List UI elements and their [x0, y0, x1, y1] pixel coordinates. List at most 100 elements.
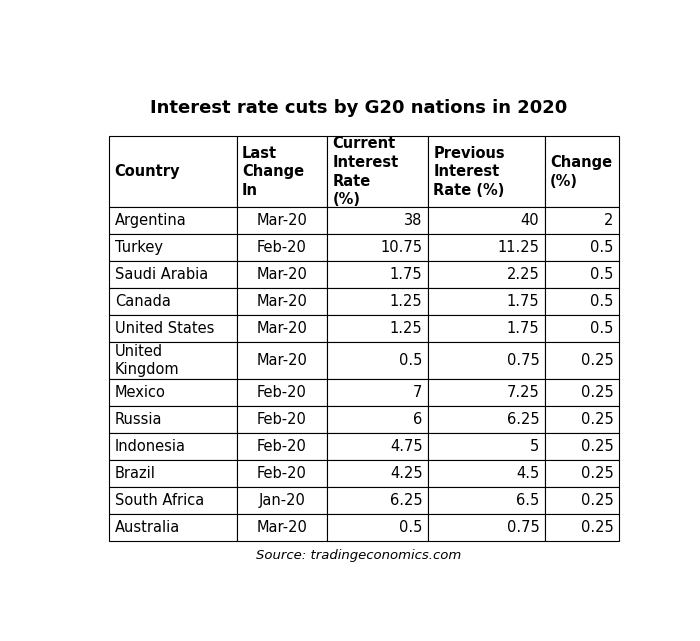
- Bar: [545, 288, 619, 315]
- Bar: [327, 379, 428, 406]
- Bar: [428, 487, 545, 514]
- Bar: [545, 315, 619, 342]
- Text: Previous
Interest
Rate (%): Previous Interest Rate (%): [433, 146, 505, 198]
- Bar: [428, 207, 545, 234]
- Text: 0.5: 0.5: [590, 240, 614, 255]
- Bar: [545, 460, 619, 487]
- Bar: [428, 262, 545, 288]
- Bar: [545, 487, 619, 514]
- Text: 7: 7: [413, 385, 423, 400]
- Bar: [327, 460, 428, 487]
- Bar: [237, 262, 327, 288]
- Text: Feb-20: Feb-20: [257, 439, 307, 454]
- Bar: [428, 342, 545, 379]
- Bar: [237, 288, 327, 315]
- Text: Feb-20: Feb-20: [257, 412, 307, 427]
- Bar: [428, 136, 545, 207]
- Bar: [109, 460, 237, 487]
- Text: Feb-20: Feb-20: [257, 385, 307, 400]
- Bar: [545, 433, 619, 460]
- Bar: [545, 207, 619, 234]
- Bar: [237, 514, 327, 541]
- Bar: [109, 514, 237, 541]
- Text: 40: 40: [521, 213, 540, 228]
- Text: Mar-20: Mar-20: [256, 267, 307, 282]
- Text: 1.25: 1.25: [390, 294, 423, 309]
- Bar: [327, 234, 428, 262]
- Bar: [545, 136, 619, 207]
- Bar: [109, 234, 237, 262]
- Bar: [327, 514, 428, 541]
- Bar: [428, 460, 545, 487]
- Bar: [327, 136, 428, 207]
- Bar: [545, 342, 619, 379]
- Bar: [109, 315, 237, 342]
- Text: 38: 38: [404, 213, 423, 228]
- Text: United
Kingdom: United Kingdom: [115, 344, 179, 378]
- Bar: [545, 379, 619, 406]
- Bar: [327, 433, 428, 460]
- Bar: [237, 460, 327, 487]
- Bar: [327, 406, 428, 433]
- Text: 0.25: 0.25: [581, 493, 614, 508]
- Bar: [327, 288, 428, 315]
- Text: 10.75: 10.75: [381, 240, 423, 255]
- Bar: [237, 433, 327, 460]
- Bar: [428, 433, 545, 460]
- Text: Mar-20: Mar-20: [256, 520, 307, 535]
- Text: 6.5: 6.5: [516, 493, 540, 508]
- Text: United States: United States: [115, 321, 214, 336]
- Bar: [109, 342, 237, 379]
- Text: 6: 6: [413, 412, 423, 427]
- Bar: [109, 262, 237, 288]
- Text: 4.25: 4.25: [390, 466, 423, 481]
- Text: 0.5: 0.5: [590, 267, 614, 282]
- Bar: [237, 315, 327, 342]
- Text: 0.25: 0.25: [581, 466, 614, 481]
- Text: Mar-20: Mar-20: [256, 294, 307, 309]
- Text: 1.75: 1.75: [507, 321, 540, 336]
- Text: 0.25: 0.25: [581, 439, 614, 454]
- Bar: [109, 487, 237, 514]
- Text: 0.25: 0.25: [581, 520, 614, 535]
- Bar: [327, 342, 428, 379]
- Text: Interest rate cuts by G20 nations in 2020: Interest rate cuts by G20 nations in 202…: [150, 99, 568, 117]
- Text: Turkey: Turkey: [115, 240, 162, 255]
- Bar: [428, 234, 545, 262]
- Text: 7.25: 7.25: [507, 385, 540, 400]
- Text: 0.75: 0.75: [507, 520, 540, 535]
- Text: 0.5: 0.5: [399, 353, 423, 368]
- Bar: [545, 514, 619, 541]
- Bar: [327, 262, 428, 288]
- Text: 0.25: 0.25: [581, 353, 614, 368]
- Text: 4.5: 4.5: [516, 466, 540, 481]
- Text: 0.25: 0.25: [581, 385, 614, 400]
- Bar: [237, 234, 327, 262]
- Bar: [109, 379, 237, 406]
- Text: 5: 5: [530, 439, 540, 454]
- Text: Change
(%): Change (%): [550, 155, 612, 188]
- Bar: [545, 406, 619, 433]
- Text: 0.5: 0.5: [590, 321, 614, 336]
- Bar: [545, 234, 619, 262]
- Text: Saudi Arabia: Saudi Arabia: [115, 267, 208, 282]
- Text: Last
Change
In: Last Change In: [242, 146, 304, 198]
- Bar: [327, 207, 428, 234]
- Text: Australia: Australia: [115, 520, 180, 535]
- Text: Feb-20: Feb-20: [257, 466, 307, 481]
- Bar: [428, 406, 545, 433]
- Bar: [109, 136, 237, 207]
- Bar: [237, 136, 327, 207]
- Bar: [109, 288, 237, 315]
- Text: 2: 2: [604, 213, 614, 228]
- Bar: [428, 514, 545, 541]
- Text: Argentina: Argentina: [115, 213, 186, 228]
- Bar: [237, 342, 327, 379]
- Bar: [109, 433, 237, 460]
- Text: South Africa: South Africa: [115, 493, 204, 508]
- Text: Mexico: Mexico: [115, 385, 165, 400]
- Text: 1.25: 1.25: [390, 321, 423, 336]
- Text: 2.25: 2.25: [507, 267, 540, 282]
- Bar: [237, 207, 327, 234]
- Text: 0.25: 0.25: [581, 412, 614, 427]
